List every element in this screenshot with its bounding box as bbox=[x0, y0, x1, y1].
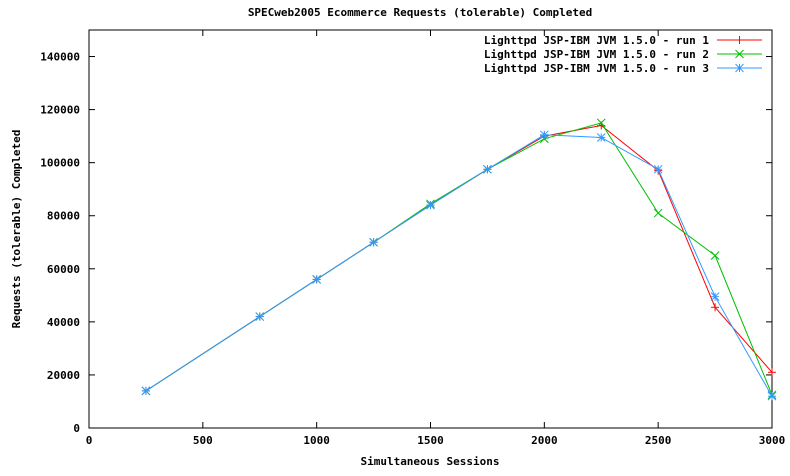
x-tick-label: 0 bbox=[86, 434, 93, 447]
legend-item: Lighttpd JSP-IBM JVM 1.5.0 - run 3 bbox=[484, 62, 762, 75]
x-tick-label: 2500 bbox=[645, 434, 672, 447]
y-tick-label: 0 bbox=[73, 422, 80, 435]
data-point bbox=[735, 49, 744, 59]
series-line bbox=[145, 122, 773, 395]
data-point bbox=[369, 237, 378, 247]
chart-title: SPECweb2005 Ecommerce Requests (tolerabl… bbox=[248, 6, 592, 19]
data-point bbox=[768, 368, 776, 377]
x-tick-label: 2000 bbox=[531, 434, 558, 447]
data-point bbox=[653, 164, 663, 174]
x-tick-label: 1500 bbox=[417, 434, 444, 447]
data-point bbox=[596, 133, 606, 142]
y-tick-label: 40000 bbox=[47, 316, 80, 329]
marker-stroke bbox=[735, 49, 744, 59]
legend-item: Lighttpd JSP-IBM JVM 1.5.0 - run 1 bbox=[484, 34, 762, 47]
data-point bbox=[735, 36, 744, 44]
legend-label: Lighttpd JSP-IBM JVM 1.5.0 - run 2 bbox=[484, 48, 709, 61]
data-point bbox=[767, 391, 777, 401]
marker-stroke bbox=[312, 275, 322, 284]
marker-stroke bbox=[710, 251, 720, 260]
data-point bbox=[426, 200, 435, 210]
data-point bbox=[312, 275, 322, 284]
marker-stroke bbox=[710, 292, 720, 302]
data-point bbox=[596, 118, 606, 128]
data-point bbox=[483, 164, 492, 174]
series-layer bbox=[141, 118, 777, 401]
data-point bbox=[255, 312, 265, 321]
legend-label: Lighttpd JSP-IBM JVM 1.5.0 - run 1 bbox=[484, 34, 710, 47]
data-point bbox=[653, 208, 663, 218]
marker-stroke bbox=[426, 200, 435, 210]
y-tick-label: 100000 bbox=[40, 157, 80, 170]
axis-ticks: 0 500 1000 1500 2000 2500 3000 0 20000 40000 60000… bbox=[40, 30, 785, 447]
marker-stroke bbox=[653, 164, 663, 174]
legend-label: Lighttpd JSP-IBM JVM 1.5.0 - run 3 bbox=[484, 62, 709, 75]
marker-stroke bbox=[596, 118, 606, 128]
legend-item: Lighttpd JSP-IBM JVM 1.5.0 - run 2 bbox=[484, 48, 762, 61]
y-tick-label: 80000 bbox=[47, 210, 80, 223]
y-tick-label: 120000 bbox=[40, 104, 80, 117]
data-point bbox=[710, 292, 720, 302]
x-tick-label: 1000 bbox=[303, 434, 330, 447]
series-3 bbox=[141, 130, 777, 401]
marker-stroke bbox=[369, 237, 378, 247]
marker-stroke bbox=[767, 391, 777, 401]
data-point bbox=[710, 251, 720, 260]
plot-frame bbox=[88, 29, 773, 429]
x-tick-label: 3000 bbox=[759, 434, 786, 447]
legend: Lighttpd JSP-IBM JVM 1.5.0 - run 1Lightt… bbox=[484, 34, 762, 75]
series-line bbox=[145, 134, 773, 397]
marker-stroke bbox=[735, 63, 744, 73]
marker-stroke bbox=[255, 312, 265, 321]
series-2 bbox=[141, 118, 777, 400]
x-axis-label: Simultaneous Sessions bbox=[360, 455, 499, 468]
y-tick-label: 20000 bbox=[47, 369, 80, 382]
data-point bbox=[735, 63, 744, 73]
data-point bbox=[141, 386, 151, 396]
data-point bbox=[711, 303, 720, 312]
x-tick-label: 500 bbox=[193, 434, 213, 447]
y-axis-label: Requests (tolerable) Completed bbox=[10, 130, 23, 329]
marker-stroke bbox=[539, 130, 549, 140]
data-point bbox=[539, 130, 549, 140]
marker-stroke bbox=[596, 133, 606, 142]
y-tick-label: 140000 bbox=[40, 51, 80, 64]
series-line bbox=[145, 124, 773, 392]
marker-stroke bbox=[653, 208, 663, 218]
series-1 bbox=[141, 121, 776, 395]
marker-stroke bbox=[483, 164, 492, 174]
y-tick-label: 60000 bbox=[47, 263, 80, 276]
marker-stroke bbox=[141, 386, 151, 396]
